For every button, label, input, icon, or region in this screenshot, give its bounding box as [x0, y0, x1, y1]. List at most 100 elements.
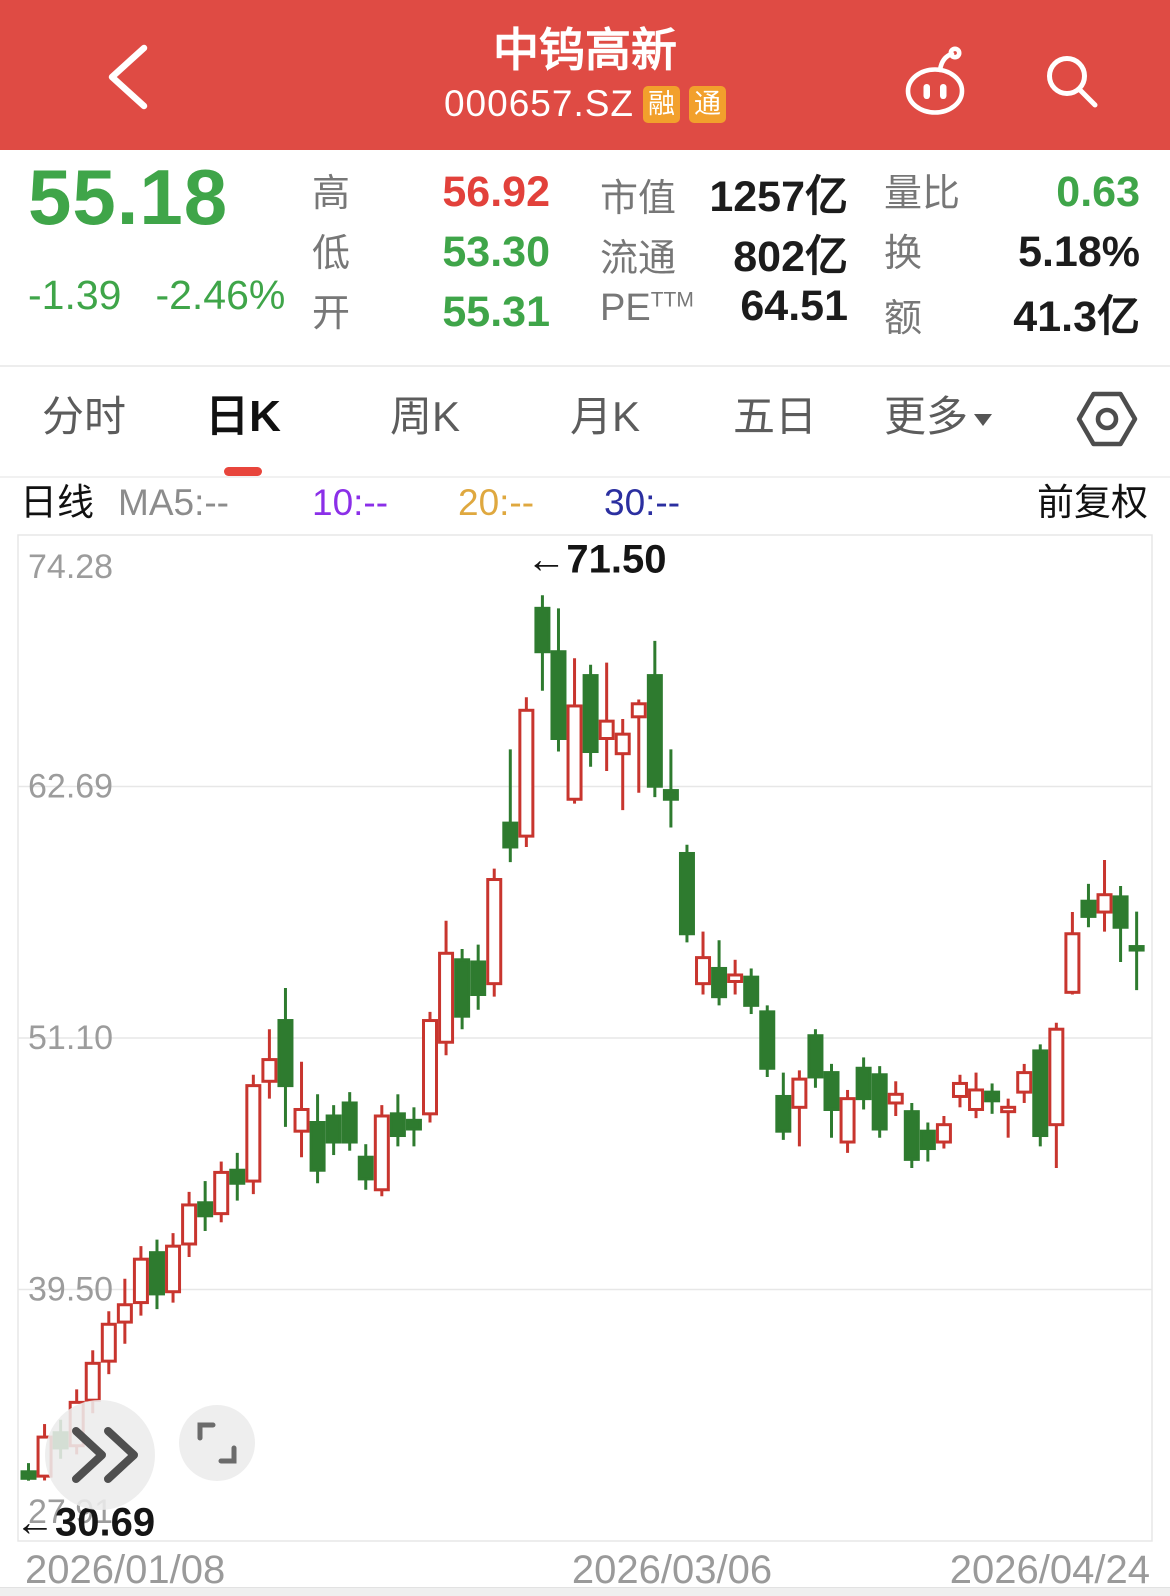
candle: [1096, 893, 1113, 914]
candle: [727, 973, 744, 983]
candle: [839, 1097, 856, 1144]
low-price-annotation: ←30.69: [15, 1501, 155, 1545]
turnover-value: 5.18%: [1018, 228, 1140, 276]
volumeratio-value: 0.63: [1056, 168, 1140, 216]
assistant-robot-button[interactable]: [898, 42, 972, 118]
candle: [357, 1155, 374, 1181]
tab-daily-k[interactable]: 日K: [205, 392, 281, 441]
marketcap-label: 市值: [600, 178, 677, 220]
candle: [1032, 1049, 1049, 1138]
margin-badge: 融: [643, 85, 681, 123]
float-value: 802亿: [733, 233, 848, 281]
candle: [422, 1019, 438, 1116]
candle: [454, 958, 471, 1018]
expand-icon: [218, 1445, 237, 1464]
kline-chart[interactable]: 74.2862.6951.1039.5027.91←71.50←30.69202…: [0, 528, 1170, 1596]
stat-row-pe: PETTM 64.51: [600, 282, 848, 342]
search-button[interactable]: [1036, 46, 1108, 118]
stat-row-marketcap: 市值 1257亿: [600, 162, 848, 222]
price-change-row: -1.39 -2.46%: [28, 272, 319, 319]
candle: [614, 732, 631, 756]
candle: [261, 1058, 278, 1083]
y-axis-tick: 74.28: [28, 548, 113, 586]
candle: [534, 606, 551, 654]
candle: [1016, 1071, 1033, 1094]
period-label: 日线: [20, 482, 94, 523]
candle: [309, 1121, 326, 1172]
stat-row-low: 低 53.30: [312, 222, 550, 282]
candle: [646, 674, 663, 788]
high-price-annotation: ←71.50: [526, 537, 666, 581]
candle: [984, 1090, 1001, 1103]
stat-row-high: 高 56.92: [312, 162, 550, 222]
float-label: 流通: [600, 238, 677, 280]
candle: [791, 1077, 808, 1109]
candle: [968, 1088, 985, 1111]
candle: [951, 1081, 968, 1098]
candle: [550, 650, 567, 740]
ma-info-bar: 日线 MA5:-- 10:-- 20:-- 30:-- 前复权: [0, 478, 1170, 528]
candle: [438, 951, 455, 1044]
candle: [630, 702, 647, 719]
shenzhen-connect-badge: 通: [689, 85, 727, 123]
stat-row-float: 流通 802亿: [600, 222, 848, 282]
stat-row-open: 开 55.31: [312, 282, 550, 342]
price-change: -1.39: [28, 272, 122, 318]
candle: [1128, 945, 1145, 952]
active-tab-underline: [224, 467, 262, 476]
candle: [935, 1123, 952, 1144]
candle: [903, 1110, 920, 1161]
tab-more[interactable]: 更多: [884, 367, 993, 467]
tab-weekly-k[interactable]: 周K: [389, 393, 461, 440]
open-value: 55.31: [442, 288, 550, 336]
subtitle-row: 000657.SZ 融 通: [0, 82, 1170, 126]
quote-section: 55.18 -1.39 -2.46% 高 56.92 低 53.30 开 55.3…: [0, 150, 1170, 365]
double-chevron-right-icon: [104, 1427, 138, 1483]
candle: [229, 1168, 246, 1185]
adjust-mode-toggle[interactable]: 前复权: [1037, 482, 1148, 523]
chart-settings-button[interactable]: [1074, 389, 1140, 449]
candle: [100, 1322, 117, 1363]
tab-monthly-k[interactable]: 月K: [569, 393, 641, 440]
candle: [213, 1170, 230, 1216]
candle: [277, 1019, 294, 1088]
candle: [341, 1101, 358, 1144]
stat-row-turnover: 换 5.18%: [884, 222, 1140, 282]
back-button[interactable]: [98, 40, 170, 114]
x-axis-label: 2026/04/24: [950, 1548, 1150, 1592]
tab-minute[interactable]: 分时: [41, 393, 127, 440]
candle: [1000, 1105, 1017, 1114]
candle: [1112, 895, 1129, 929]
candle: [486, 878, 503, 986]
candle: [325, 1114, 342, 1144]
candle: [582, 674, 599, 754]
candle: [1048, 1027, 1065, 1127]
low-label: 低: [312, 233, 351, 275]
candle: [132, 1257, 149, 1305]
candle: [807, 1034, 824, 1079]
double-chevron-right-icon: [72, 1427, 106, 1483]
ma10-value: 10:--: [312, 482, 389, 523]
robot-icon: [905, 46, 965, 115]
candle: [20, 1470, 37, 1480]
candle: [470, 960, 487, 997]
candle: [181, 1203, 198, 1246]
candle: [855, 1066, 872, 1101]
amount-label: 额: [884, 298, 923, 340]
pe-sup: TTM: [650, 288, 694, 312]
candle: [148, 1251, 165, 1296]
x-axis-label: 2026/03/06: [572, 1548, 772, 1592]
stat-column-ohl: 高 56.92 低 53.30 开 55.31: [312, 162, 550, 342]
candle: [662, 789, 679, 801]
pe-value: 64.51: [740, 282, 848, 330]
candle: [823, 1071, 840, 1111]
candle: [165, 1244, 182, 1294]
fullscreen-button[interactable]: [179, 1405, 255, 1481]
ma30-value: 30:--: [604, 482, 681, 523]
candle: [598, 719, 615, 740]
turnover-label: 换: [884, 233, 923, 275]
candle: [919, 1129, 936, 1151]
candle: [197, 1201, 214, 1218]
chevron-down-icon: [974, 413, 993, 426]
tab-five-day[interactable]: 五日: [732, 393, 818, 440]
